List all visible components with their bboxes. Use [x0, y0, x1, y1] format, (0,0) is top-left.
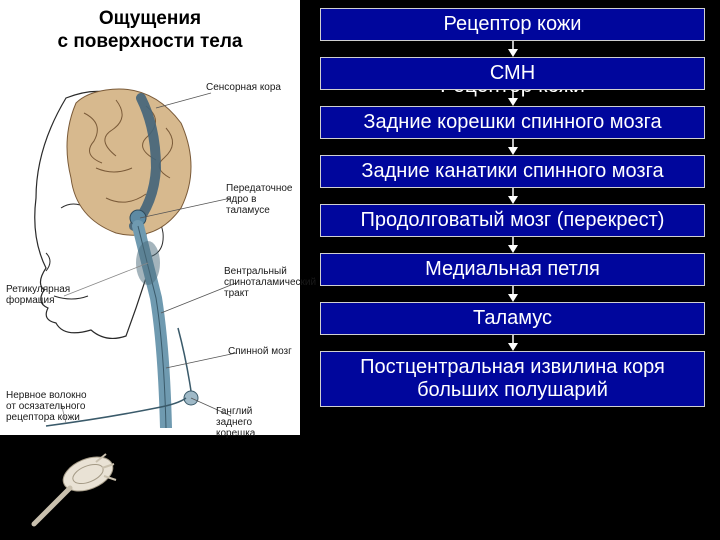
anatomy-illustration: Сенсорная кора Передаточное ядро в талам… — [6, 58, 294, 428]
flow-arrow-2 — [320, 90, 705, 106]
flow-arrow-1 — [320, 41, 705, 57]
flow-box-2: СМН — [320, 57, 705, 90]
left-panel: Ощущения с поверхности тела — [0, 0, 300, 435]
flow-box-7: Таламус — [320, 302, 705, 335]
flow-box-8: Постцентральная извилина коря больших по… — [320, 351, 705, 407]
left-title: Ощущения с поверхности тела — [0, 0, 300, 54]
flow-arrow-7 — [320, 335, 705, 351]
flow-arrow-3 — [320, 139, 705, 155]
label-thalamus-relay: Передаточное ядро в таламусе — [226, 183, 294, 216]
label-ganglion: Ганглий заднего корешка — [216, 406, 286, 439]
label-nerve-fiber: Нервное волокно от осязательного рецепто… — [6, 390, 96, 423]
flow-box-3: Задние корешки спинного мозга — [320, 106, 705, 139]
flow-box-6: Медиальная петля — [320, 253, 705, 286]
flow-box-1: Рецептор кожи — [320, 8, 705, 41]
flowchart: Рецептор кожи СМН Задние корешки спинног… — [320, 8, 705, 407]
flow-arrow-5 — [320, 237, 705, 253]
label-ventral-tract: Вентральный спиноталамический тракт — [224, 266, 296, 299]
flow-box-4: Задние канатики спинного мозга — [320, 155, 705, 188]
label-reticular: Ретикулярная формация — [6, 284, 76, 306]
left-title-line1: Ощущения — [4, 8, 296, 31]
label-sensory-cortex: Сенсорная кора — [206, 82, 281, 93]
label-spinal-cord: Спинной мозг — [228, 346, 292, 357]
left-title-line2: с поверхности тела — [4, 31, 296, 54]
flow-arrow-4 — [320, 188, 705, 204]
receptor-icon — [30, 448, 125, 528]
flow-arrow-6 — [320, 286, 705, 302]
anatomy-svg — [6, 58, 294, 428]
flow-box-5: Продолговатый мозг (перекрест) — [320, 204, 705, 237]
